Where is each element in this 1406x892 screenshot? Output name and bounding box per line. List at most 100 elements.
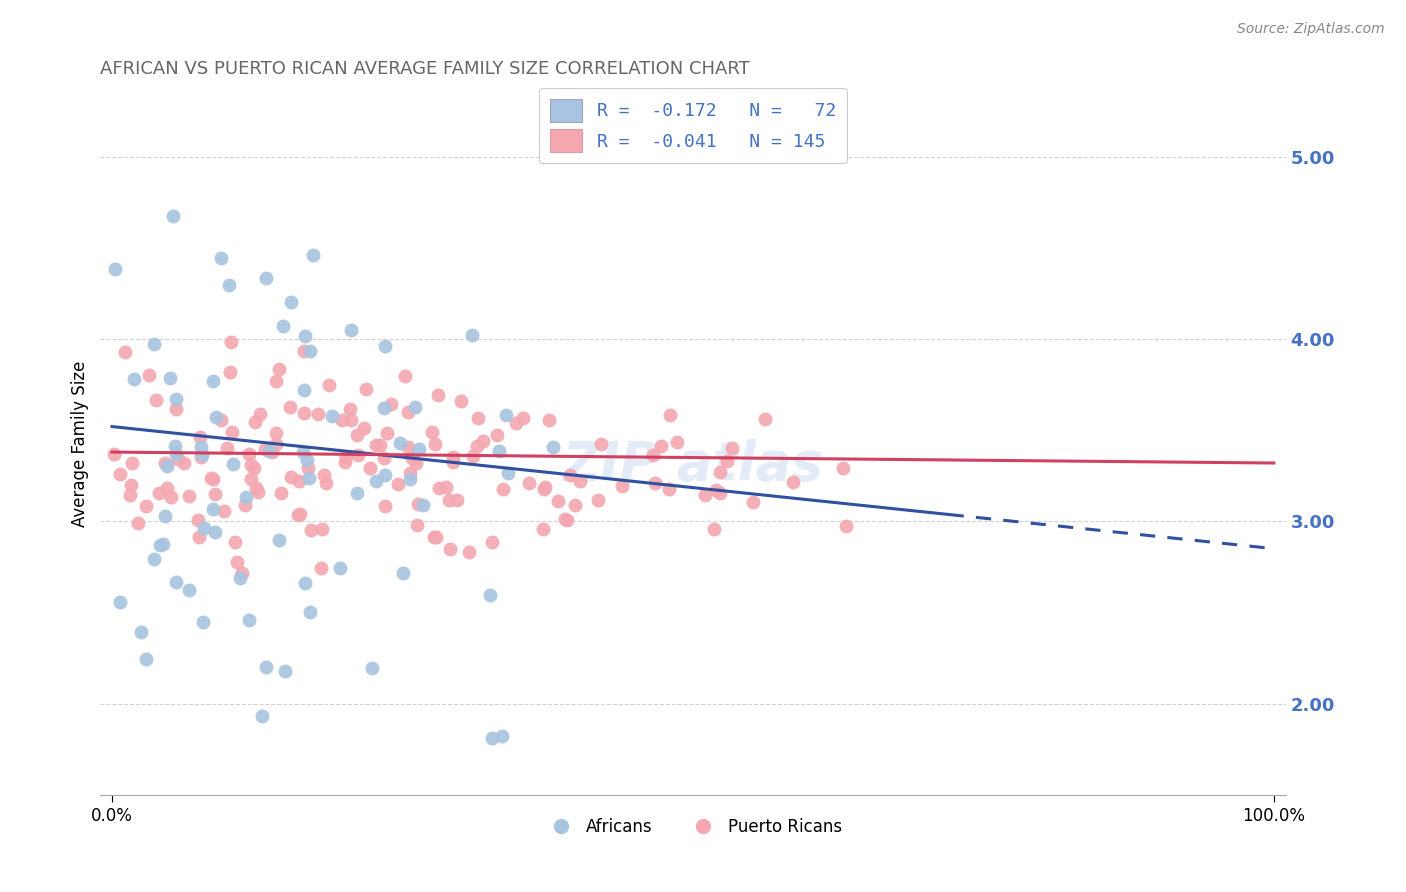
Point	[273, 319, 295, 334]
Point	[226, 555, 249, 569]
Point	[110, 467, 132, 482]
Point	[461, 327, 484, 342]
Point	[201, 472, 224, 486]
Point	[191, 615, 214, 629]
Point	[394, 369, 416, 384]
Point	[240, 458, 263, 472]
Point	[166, 452, 188, 467]
Point	[641, 448, 664, 462]
Point	[406, 497, 429, 511]
Text: AFRICAN VS PUERTO RICAN AVERAGE FAMILY SIZE CORRELATION CHART: AFRICAN VS PUERTO RICAN AVERAGE FAMILY S…	[100, 60, 751, 78]
Point	[188, 430, 211, 444]
Point	[307, 407, 329, 421]
Point	[491, 729, 513, 743]
Point	[204, 524, 226, 539]
Point	[591, 437, 613, 451]
Point	[659, 408, 682, 422]
Point	[427, 481, 450, 495]
Point	[264, 374, 287, 388]
Point	[142, 336, 165, 351]
Point	[288, 474, 311, 488]
Point	[321, 409, 343, 424]
Point	[716, 454, 738, 468]
Point	[280, 470, 302, 484]
Point	[298, 471, 321, 485]
Point	[709, 465, 731, 479]
Point	[465, 439, 488, 453]
Point	[243, 461, 266, 475]
Point	[114, 345, 136, 359]
Point	[233, 498, 256, 512]
Point	[517, 476, 540, 491]
Point	[280, 400, 302, 414]
Point	[380, 397, 402, 411]
Point	[564, 498, 586, 512]
Point	[127, 516, 149, 531]
Point	[366, 438, 388, 452]
Point	[231, 566, 253, 581]
Point	[191, 448, 214, 462]
Point	[274, 664, 297, 678]
Point	[420, 425, 443, 439]
Point	[135, 652, 157, 666]
Point	[450, 394, 472, 409]
Point	[202, 501, 225, 516]
Point	[832, 461, 855, 475]
Point	[423, 437, 446, 451]
Point	[314, 468, 336, 483]
Point	[478, 587, 501, 601]
Point	[537, 413, 560, 427]
Point	[238, 447, 260, 461]
Point	[665, 435, 688, 450]
Point	[266, 426, 288, 441]
Point	[145, 393, 167, 408]
Point	[318, 378, 340, 392]
Point	[297, 452, 319, 467]
Point	[426, 388, 449, 402]
Point	[359, 461, 381, 475]
Point	[254, 271, 277, 285]
Point	[396, 404, 419, 418]
Point	[704, 483, 727, 497]
Point	[353, 420, 375, 434]
Point	[354, 383, 377, 397]
Point	[162, 210, 184, 224]
Point	[425, 530, 447, 544]
Point	[333, 455, 356, 469]
Point	[270, 486, 292, 500]
Point	[294, 328, 316, 343]
Point	[441, 455, 464, 469]
Point	[498, 466, 520, 480]
Point	[299, 523, 322, 537]
Point	[488, 443, 510, 458]
Point	[373, 401, 395, 415]
Point	[299, 343, 322, 358]
Point	[245, 481, 267, 495]
Point	[190, 440, 212, 454]
Point	[340, 412, 363, 426]
Point	[152, 537, 174, 551]
Point	[309, 560, 332, 574]
Point	[375, 426, 398, 441]
Point	[531, 522, 554, 536]
Text: Source: ZipAtlas.com: Source: ZipAtlas.com	[1237, 22, 1385, 37]
Point	[253, 442, 276, 456]
Point	[512, 411, 534, 425]
Point	[252, 709, 274, 723]
Point	[118, 488, 141, 502]
Point	[209, 251, 232, 265]
Point	[108, 595, 131, 609]
Point	[329, 561, 352, 575]
Point	[555, 513, 578, 527]
Point	[188, 530, 211, 544]
Point	[346, 427, 368, 442]
Point	[121, 457, 143, 471]
Y-axis label: Average Family Size: Average Family Size	[72, 360, 89, 527]
Point	[360, 661, 382, 675]
Point	[214, 504, 236, 518]
Point	[159, 371, 181, 385]
Point	[373, 450, 395, 465]
Point	[481, 534, 503, 549]
Point	[156, 481, 179, 495]
Point	[159, 490, 181, 504]
